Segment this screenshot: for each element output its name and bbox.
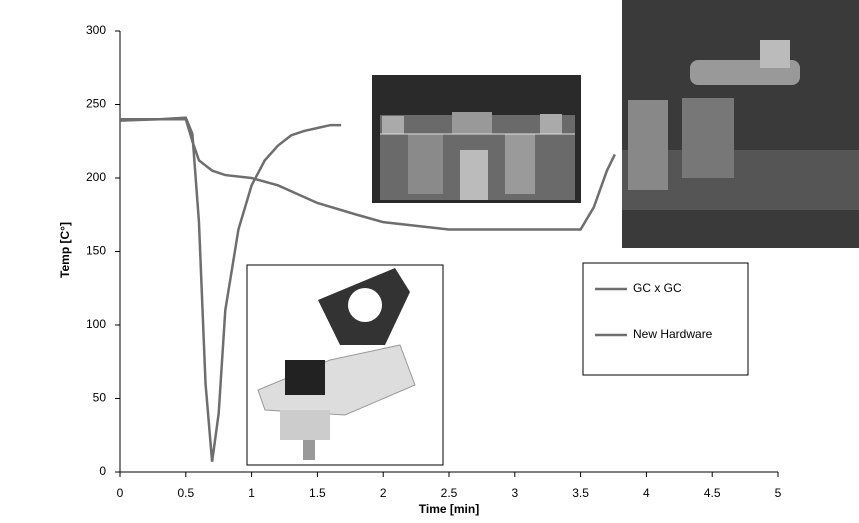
- y-tick-label: 250: [86, 97, 106, 111]
- x-tick-label: 3: [511, 486, 518, 500]
- x-tick-label: 3.5: [572, 486, 589, 500]
- y-tick-label: 0: [99, 464, 106, 478]
- x-axis-label: Time [min]: [419, 502, 479, 516]
- x-tick-label: 0.5: [177, 486, 194, 500]
- photo-device: [247, 265, 443, 465]
- legend-label: GC x GC: [633, 281, 682, 295]
- y-tick-label: 50: [93, 391, 107, 405]
- x-tick-label: 4.5: [704, 486, 721, 500]
- y-axis-label: Temp [C°]: [58, 222, 72, 278]
- x-tick-label: 0: [117, 486, 124, 500]
- y-tick-label: 300: [86, 23, 106, 37]
- x-tick-label: 5: [775, 486, 782, 500]
- y-tick-label: 100: [86, 317, 106, 331]
- y-tick-label: 150: [86, 244, 106, 258]
- x-tick-label: 4: [643, 486, 650, 500]
- photo-closeup: [622, 0, 859, 248]
- legend: GC x GC New Hardware: [583, 263, 748, 375]
- x-tick-label: 1: [248, 486, 255, 500]
- x-tick-label: 1.5: [309, 486, 326, 500]
- x-tick-label: 2: [380, 486, 387, 500]
- chart: Temp [C°] Time [min] GC x GC New Hardware…: [0, 0, 859, 518]
- x-tick-label: 2.5: [441, 486, 458, 500]
- y-tick-label: 200: [86, 170, 106, 184]
- legend-label: New Hardware: [633, 327, 713, 341]
- photo-fixture: [372, 75, 581, 203]
